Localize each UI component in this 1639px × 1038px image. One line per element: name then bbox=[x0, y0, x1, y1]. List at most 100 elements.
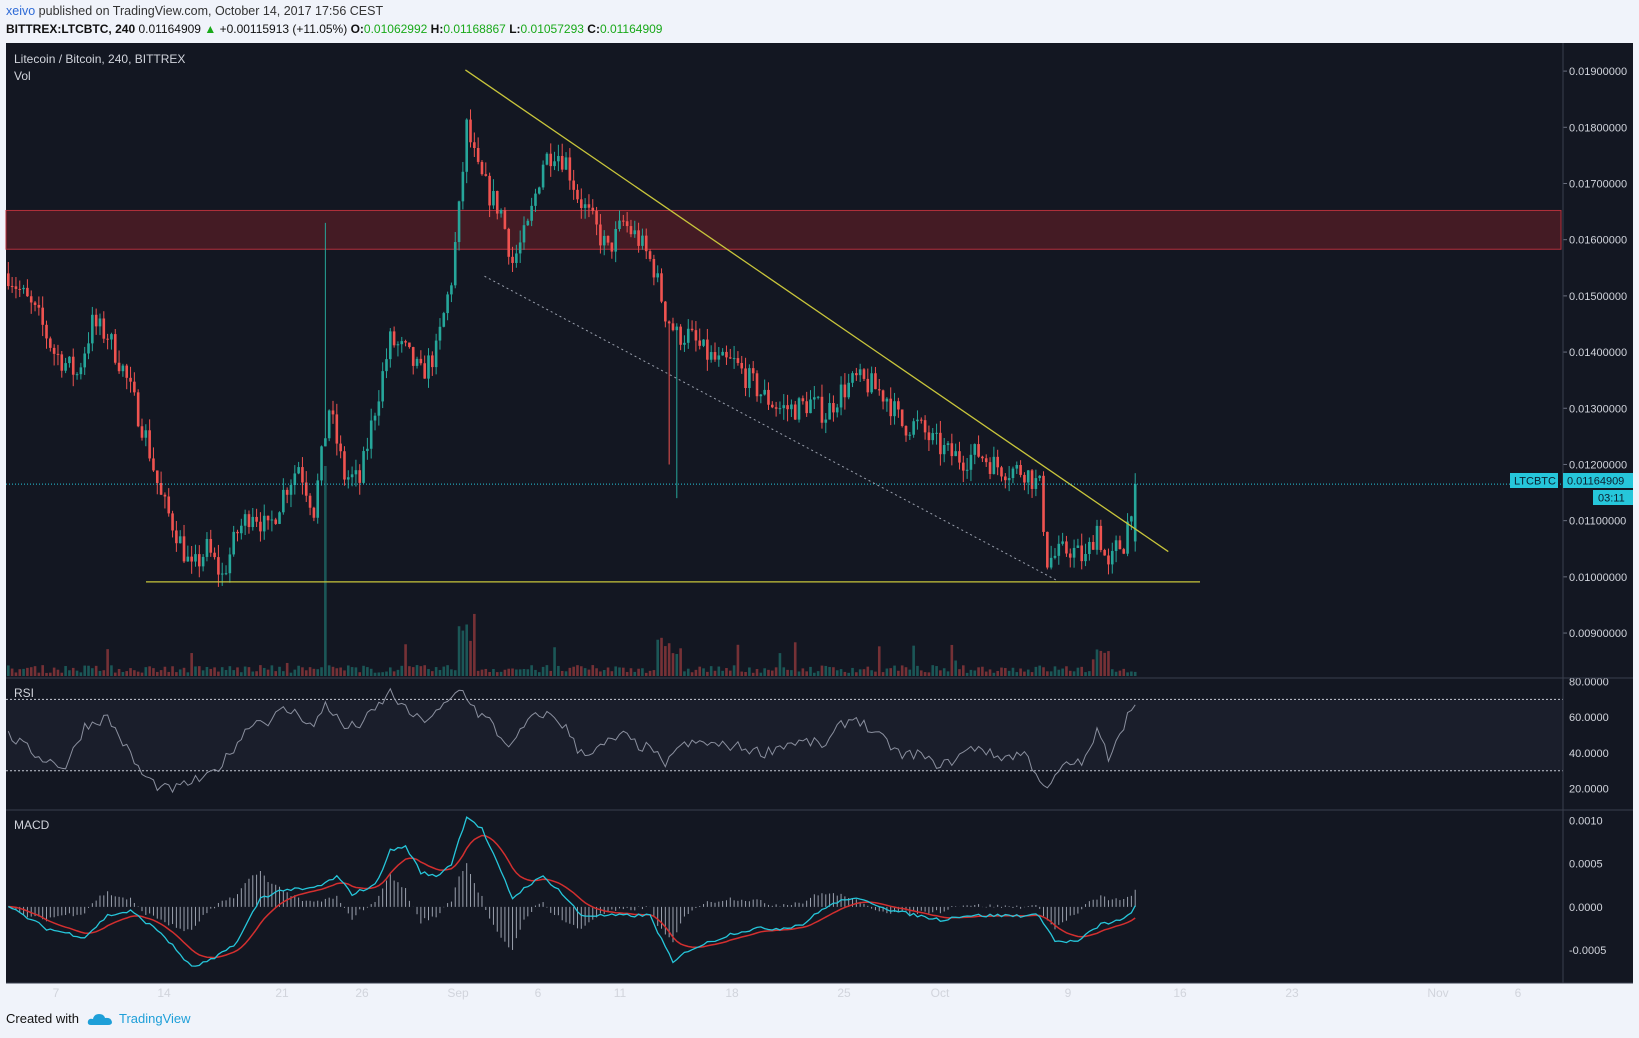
macd-tick-label: 0.0005 bbox=[1569, 859, 1603, 871]
volume-bar bbox=[633, 671, 637, 676]
candle-body bbox=[366, 448, 369, 452]
macd-line bbox=[7, 816, 1136, 967]
candle-body bbox=[748, 368, 751, 389]
volume-bar bbox=[515, 669, 518, 676]
candle-body bbox=[973, 444, 977, 455]
candle-body bbox=[774, 407, 778, 409]
volume-bar bbox=[389, 667, 392, 676]
time-tick-label: 25 bbox=[837, 986, 851, 1000]
candle-body bbox=[717, 355, 721, 360]
candle-body bbox=[438, 326, 442, 341]
candle-body bbox=[671, 323, 675, 331]
volume-bar bbox=[274, 671, 277, 676]
candle-body bbox=[1030, 470, 1034, 489]
candle-body bbox=[534, 193, 537, 206]
candle-body bbox=[480, 161, 484, 175]
volume-bar bbox=[83, 665, 86, 676]
rsi-pane[interactable]: 80.0000 60.0000 40.0000 20.0000 bbox=[6, 677, 1609, 796]
volume-label: Vol bbox=[14, 69, 31, 83]
volume-bar bbox=[18, 669, 22, 676]
volume-bar bbox=[106, 649, 109, 676]
candle-body bbox=[45, 324, 48, 339]
symbol-interval: BITTREX:LTCBTC, 240 bbox=[6, 22, 136, 36]
trendlines[interactable] bbox=[6, 69, 1563, 583]
candle-body bbox=[793, 404, 797, 420]
volume-bar bbox=[637, 668, 640, 676]
candle-body bbox=[484, 174, 488, 176]
candle-body bbox=[759, 394, 763, 397]
candle-body bbox=[148, 430, 151, 459]
candle-body bbox=[110, 334, 113, 340]
candle-body bbox=[641, 235, 644, 246]
volume-bar bbox=[404, 644, 407, 676]
candle-body bbox=[648, 251, 652, 259]
publisher-username[interactable]: xeivo bbox=[6, 4, 36, 18]
volume-bar bbox=[171, 666, 174, 676]
volume-bar bbox=[973, 670, 977, 676]
price-tag-symbol: LTCBTC bbox=[1514, 476, 1556, 488]
candle-body bbox=[304, 482, 308, 496]
time-tick-label: 11 bbox=[614, 986, 627, 1000]
candle-body bbox=[1072, 547, 1076, 558]
volume-bar bbox=[308, 667, 312, 676]
volume-bar bbox=[1004, 668, 1007, 676]
volume-bar bbox=[518, 669, 522, 676]
candle-body bbox=[381, 371, 384, 402]
candle-body bbox=[175, 530, 178, 544]
candle-body bbox=[282, 489, 285, 513]
candle-body bbox=[1053, 555, 1057, 558]
candle-body bbox=[637, 230, 640, 246]
macd-pane[interactable]: 0.0010 0.0005 0.0000 -0.0005 bbox=[7, 815, 1606, 967]
volume-bar bbox=[751, 672, 755, 676]
volume-bar bbox=[748, 667, 751, 676]
candle-body bbox=[610, 242, 614, 252]
candle-body bbox=[453, 242, 457, 286]
volume-bar bbox=[175, 672, 178, 676]
volume-bar bbox=[240, 672, 243, 676]
candle-body bbox=[683, 342, 686, 345]
rsi-label: RSI bbox=[14, 686, 34, 700]
candle-body bbox=[163, 494, 167, 497]
candle-body bbox=[805, 401, 808, 414]
volume-bar bbox=[1023, 671, 1026, 676]
tradingview-link[interactable]: TradingView bbox=[118, 1011, 191, 1026]
volume-bar bbox=[236, 667, 239, 676]
price-pane[interactable] bbox=[5, 69, 1563, 676]
candle-body bbox=[1114, 540, 1118, 551]
volume-bar bbox=[331, 666, 335, 676]
volume-bar bbox=[324, 466, 327, 676]
candle-body bbox=[182, 536, 186, 562]
volume-bar bbox=[843, 671, 847, 676]
volume-bar bbox=[736, 644, 740, 676]
candle-body bbox=[106, 338, 109, 340]
candle-body bbox=[507, 228, 511, 257]
candle-body bbox=[618, 220, 621, 229]
volume-bar bbox=[629, 668, 633, 676]
candle-body bbox=[14, 286, 18, 289]
volume-bar bbox=[866, 666, 870, 676]
publish-text: published on TradingView.com, October 14… bbox=[38, 4, 384, 18]
volume-bar bbox=[1114, 671, 1118, 676]
candle-body bbox=[675, 326, 679, 331]
main-pane-title: Litecoin / Bitcoin, 240, BITTREX bbox=[14, 52, 185, 66]
candle-body bbox=[1023, 474, 1026, 483]
volume-bar bbox=[182, 667, 186, 676]
candle-body bbox=[442, 313, 446, 327]
tradingview-cloud-icon bbox=[87, 1012, 113, 1026]
candle-body bbox=[557, 155, 560, 162]
volume-bar bbox=[346, 665, 350, 676]
volume-bar bbox=[41, 665, 44, 676]
candle-body bbox=[583, 204, 587, 208]
volume-bar bbox=[916, 665, 919, 676]
volume-bar bbox=[438, 670, 442, 676]
candle-body bbox=[981, 456, 984, 459]
volume-bar bbox=[832, 667, 835, 676]
volume-bar bbox=[450, 669, 453, 676]
volume-bar bbox=[354, 667, 358, 676]
volume-bar bbox=[301, 667, 304, 676]
volume-bar bbox=[121, 671, 125, 676]
candle-body bbox=[1011, 468, 1015, 479]
volume-bar bbox=[534, 669, 537, 676]
rsi-tick-label: 60.0000 bbox=[1569, 712, 1609, 724]
